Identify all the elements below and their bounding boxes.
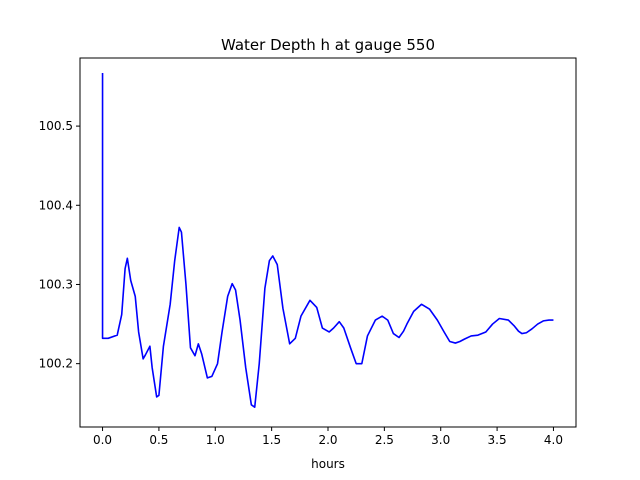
x-tick-label: 0.5 bbox=[149, 433, 168, 447]
plot-area bbox=[80, 58, 576, 427]
y-tick-label: 100.3 bbox=[39, 277, 73, 291]
x-tick-label: 1.0 bbox=[206, 433, 225, 447]
chart-title: Water Depth h at gauge 550 bbox=[221, 36, 435, 54]
x-tick-label: 2.0 bbox=[318, 433, 337, 447]
x-axis-label: hours bbox=[311, 457, 345, 471]
x-tick-label: 3.5 bbox=[488, 433, 507, 447]
x-tick-label: 0.0 bbox=[93, 433, 112, 447]
y-axis-ticks: 100.2 100.3 100.4 100.5 bbox=[39, 119, 80, 371]
x-tick-label: 2.5 bbox=[375, 433, 394, 447]
x-tick-label: 4.0 bbox=[544, 433, 563, 447]
x-tick-label: 1.5 bbox=[262, 433, 281, 447]
x-axis-ticks: 0.0 0.5 1.0 1.5 2.0 2.5 3.0 3.5 4.0 bbox=[93, 427, 563, 447]
plot-group bbox=[101, 73, 554, 408]
axes-frame bbox=[79, 57, 577, 428]
depth-series-line bbox=[101, 73, 554, 408]
x-tick-label: 3.0 bbox=[431, 433, 450, 447]
y-tick-label: 100.4 bbox=[39, 198, 73, 212]
y-tick-label: 100.2 bbox=[39, 357, 73, 371]
y-tick-label: 100.5 bbox=[39, 119, 73, 133]
